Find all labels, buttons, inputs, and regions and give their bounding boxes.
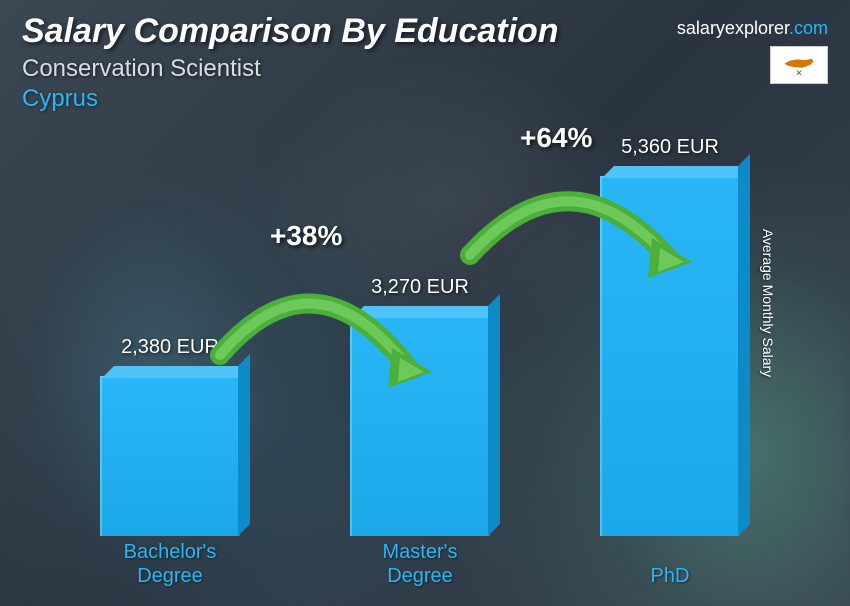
increase-pct-label: +64% (520, 122, 592, 154)
watermark-suffix: .com (789, 18, 828, 38)
bar-top-face (602, 166, 750, 178)
bar-2: 5,360 EUR (600, 176, 740, 536)
increase-pct-label: +38% (270, 220, 342, 252)
bar-value-label: 5,360 EUR (621, 136, 719, 159)
bar-top-face (102, 366, 250, 378)
bar-side-face (738, 154, 750, 536)
bar-category-label: Master'sDegree (383, 540, 458, 588)
chart-area: 2,380 EUR 3,270 EUR 5,360 EUR (60, 120, 790, 536)
watermark: salaryexplorer.com (677, 18, 828, 39)
flag-icon: ✕ (770, 46, 828, 84)
bar-side-face (238, 354, 250, 536)
bar-top-face (352, 306, 500, 318)
bar-0: 2,380 EUR (100, 376, 240, 536)
page-subtitle: Conservation Scientist (22, 55, 828, 83)
bar-value-label: 2,380 EUR (121, 336, 219, 359)
bar-1: 3,270 EUR (350, 316, 490, 536)
cyprus-leaves: ✕ (795, 68, 803, 79)
bar-value-label: 3,270 EUR (371, 276, 469, 299)
bar-category-label: Bachelor'sDegree (124, 540, 217, 588)
watermark-name: salaryexplorer (677, 18, 789, 38)
page-location: Cyprus (22, 85, 828, 113)
bar-category-label: PhD (651, 564, 690, 588)
bar-side-face (488, 294, 500, 536)
